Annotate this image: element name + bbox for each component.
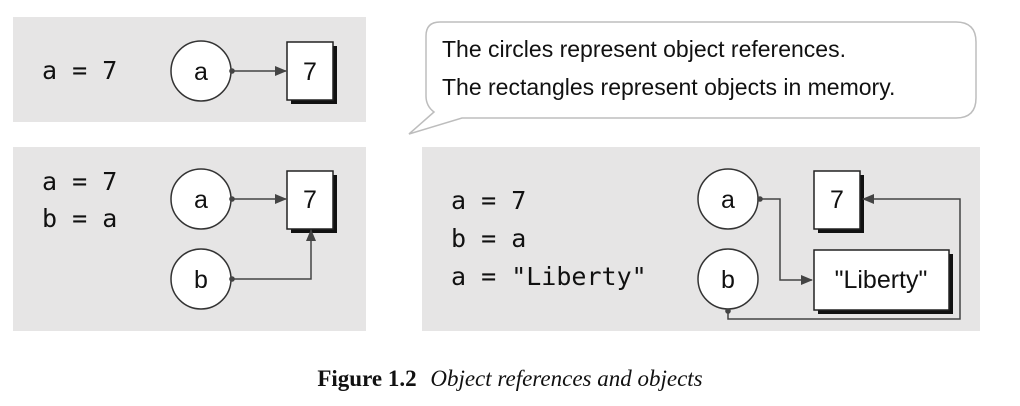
figure-title: Object references and objects [430, 366, 703, 391]
object-box-liberty [813, 249, 950, 311]
object-box-7 [813, 170, 861, 230]
panel-3-code-line-1: a = 7 [451, 186, 526, 215]
reference-arrow-b-to-7 [232, 229, 316, 280]
reference-arrow-a-to-liberty [760, 198, 813, 285]
panel-1-code-line: a = 7 [42, 56, 117, 85]
object-label-7: 7 [303, 186, 317, 214]
object-label-7: 7 [830, 186, 844, 214]
object-label-7: 7 [303, 58, 317, 86]
explanation-bubble: The circles represent object references.… [408, 21, 977, 135]
panel-3-code-line-2: b = a [451, 224, 526, 253]
speech-bubble-shape [408, 21, 977, 135]
panel-2-code-line-2: b = a [42, 204, 117, 233]
figure-number: Figure 1.2 [317, 366, 417, 391]
reference-label-a: a [721, 186, 735, 214]
panel-3: a = 7 b = a a = "Liberty" a b 7 "Liberty… [451, 168, 961, 320]
reference-label-a: a [194, 58, 208, 86]
figure-caption: Figure 1.2 Object references and objects [0, 366, 1020, 392]
bubble-line-2: The rectangles represent objects in memo… [442, 74, 895, 100]
object-box-7 [286, 41, 334, 101]
object-label-liberty: "Liberty" [835, 266, 928, 294]
object-box-7 [286, 170, 334, 230]
panel-2: a = 7 b = a a b 7 [42, 167, 337, 310]
reference-label-b: b [721, 266, 735, 294]
panel-2-code-line-1: a = 7 [42, 167, 117, 196]
panel-3-code-line-3: a = "Liberty" [451, 262, 647, 291]
bubble-line-1: The circles represent object references. [442, 36, 846, 62]
reference-label-a: a [194, 186, 208, 214]
panel-1: a = 7 a 7 [42, 40, 337, 104]
reference-label-b: b [194, 266, 208, 294]
reference-arrow-b-to-7 [727, 194, 961, 320]
